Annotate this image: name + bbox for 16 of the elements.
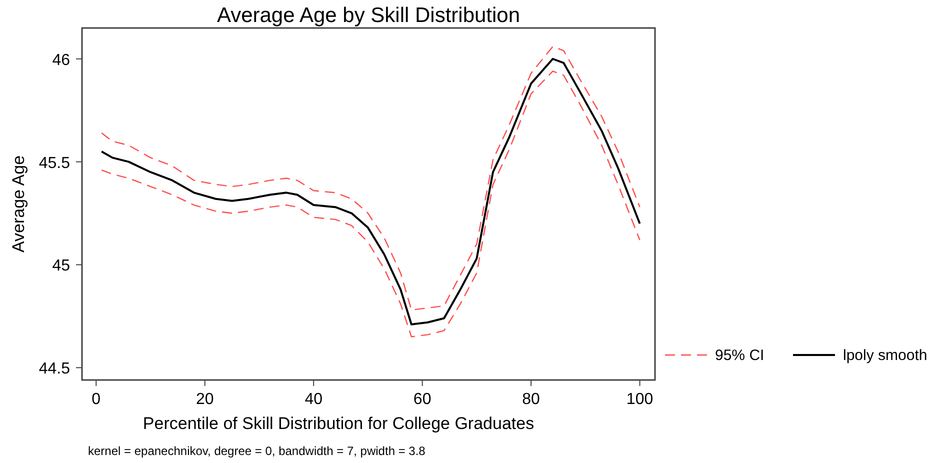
y-tick-label: 44.5 (38, 360, 70, 378)
y-tick-label: 45.5 (38, 154, 70, 172)
x-tick-label: 60 (413, 391, 432, 408)
legend-label: lpoly smooth (843, 347, 928, 364)
chart-title: Average Age by Skill Distribution (216, 4, 520, 27)
x-tick-label: 20 (196, 391, 214, 408)
x-tick-label: 40 (304, 391, 323, 408)
x-tick-label: 0 (92, 391, 101, 408)
x-tick-label: 80 (522, 391, 540, 408)
y-axis-title: Average Age (9, 155, 28, 253)
x-tick-label: 100 (626, 391, 654, 408)
y-tick-label: 45 (52, 258, 70, 275)
text: kernel = epanechnikov, degree = 0, bandwidth = 7, pwidth = 3.8 (88, 444, 426, 458)
x-axis-title: Percentile of Skill Distribution for College Graduates (142, 414, 534, 433)
y-tick-label: 46 (52, 52, 70, 69)
legend-label: 95% CI (715, 347, 764, 364)
